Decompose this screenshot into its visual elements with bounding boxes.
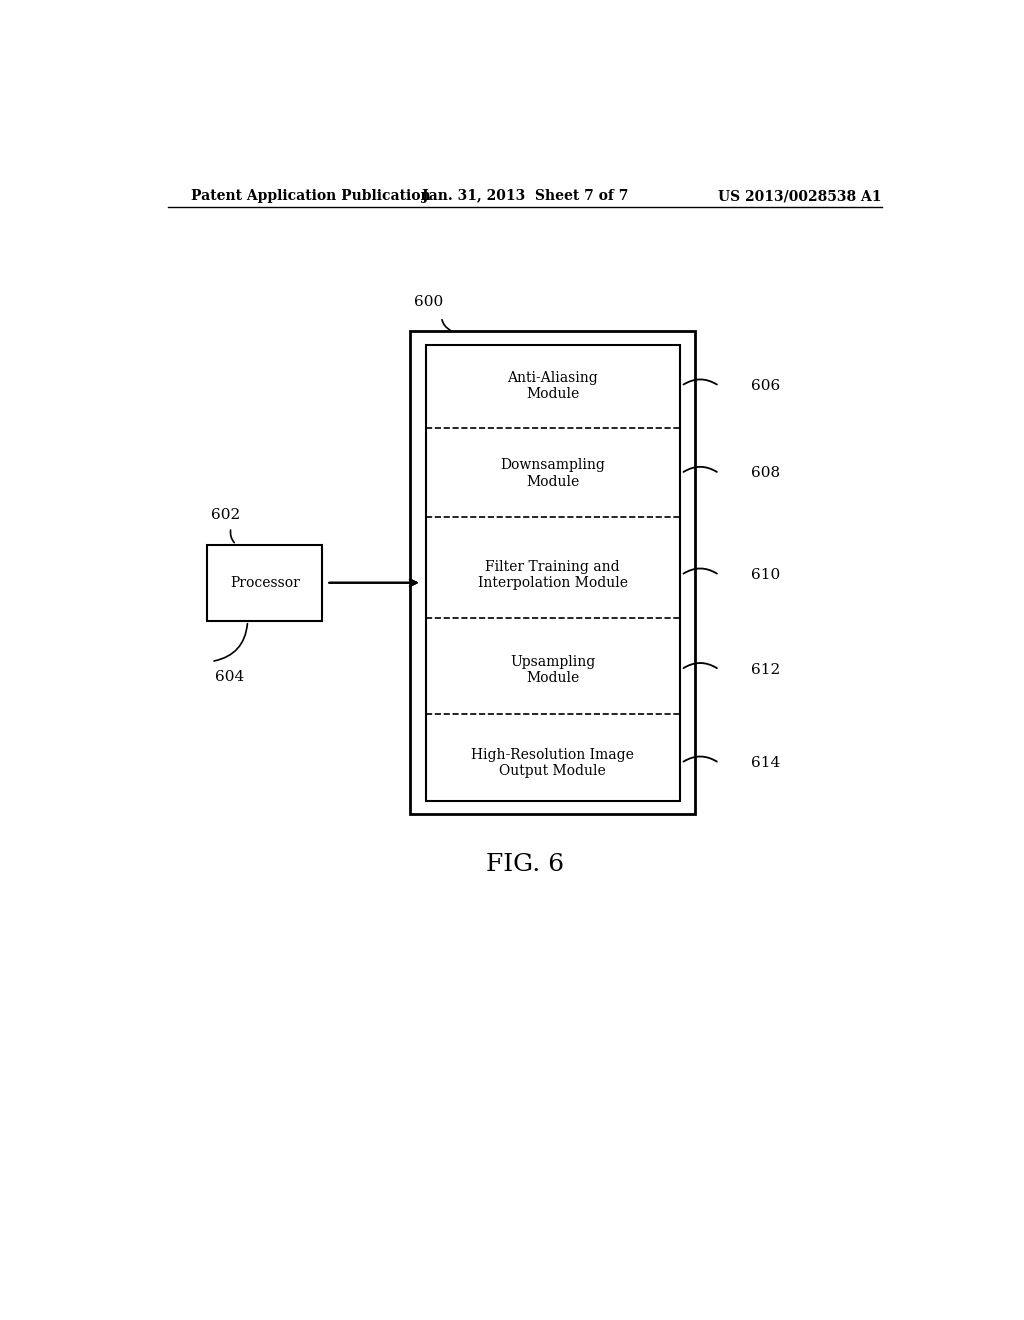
Text: 614: 614 — [751, 756, 780, 770]
Text: Downsampling
Module: Downsampling Module — [500, 458, 605, 488]
Text: Processor: Processor — [230, 576, 300, 590]
Text: 600: 600 — [414, 294, 443, 309]
Text: 610: 610 — [751, 568, 780, 582]
Text: 608: 608 — [751, 466, 780, 480]
Text: 604: 604 — [215, 669, 245, 684]
Text: High-Resolution Image
Output Module: High-Resolution Image Output Module — [471, 748, 634, 779]
Text: 602: 602 — [211, 508, 241, 523]
Text: Anti-Aliasing
Module: Anti-Aliasing Module — [507, 371, 598, 401]
Text: 606: 606 — [751, 379, 780, 393]
Text: Filter Training and
Interpolation Module: Filter Training and Interpolation Module — [477, 560, 628, 590]
Text: FIG. 6: FIG. 6 — [485, 853, 564, 876]
Text: Upsampling
Module: Upsampling Module — [510, 655, 595, 685]
Text: Jan. 31, 2013  Sheet 7 of 7: Jan. 31, 2013 Sheet 7 of 7 — [422, 189, 628, 203]
Bar — [207, 545, 323, 620]
Bar — [426, 346, 680, 801]
Text: Patent Application Publication: Patent Application Publication — [191, 189, 431, 203]
Text: 612: 612 — [751, 663, 780, 677]
Text: US 2013/0028538 A1: US 2013/0028538 A1 — [719, 189, 882, 203]
Bar — [410, 331, 695, 814]
